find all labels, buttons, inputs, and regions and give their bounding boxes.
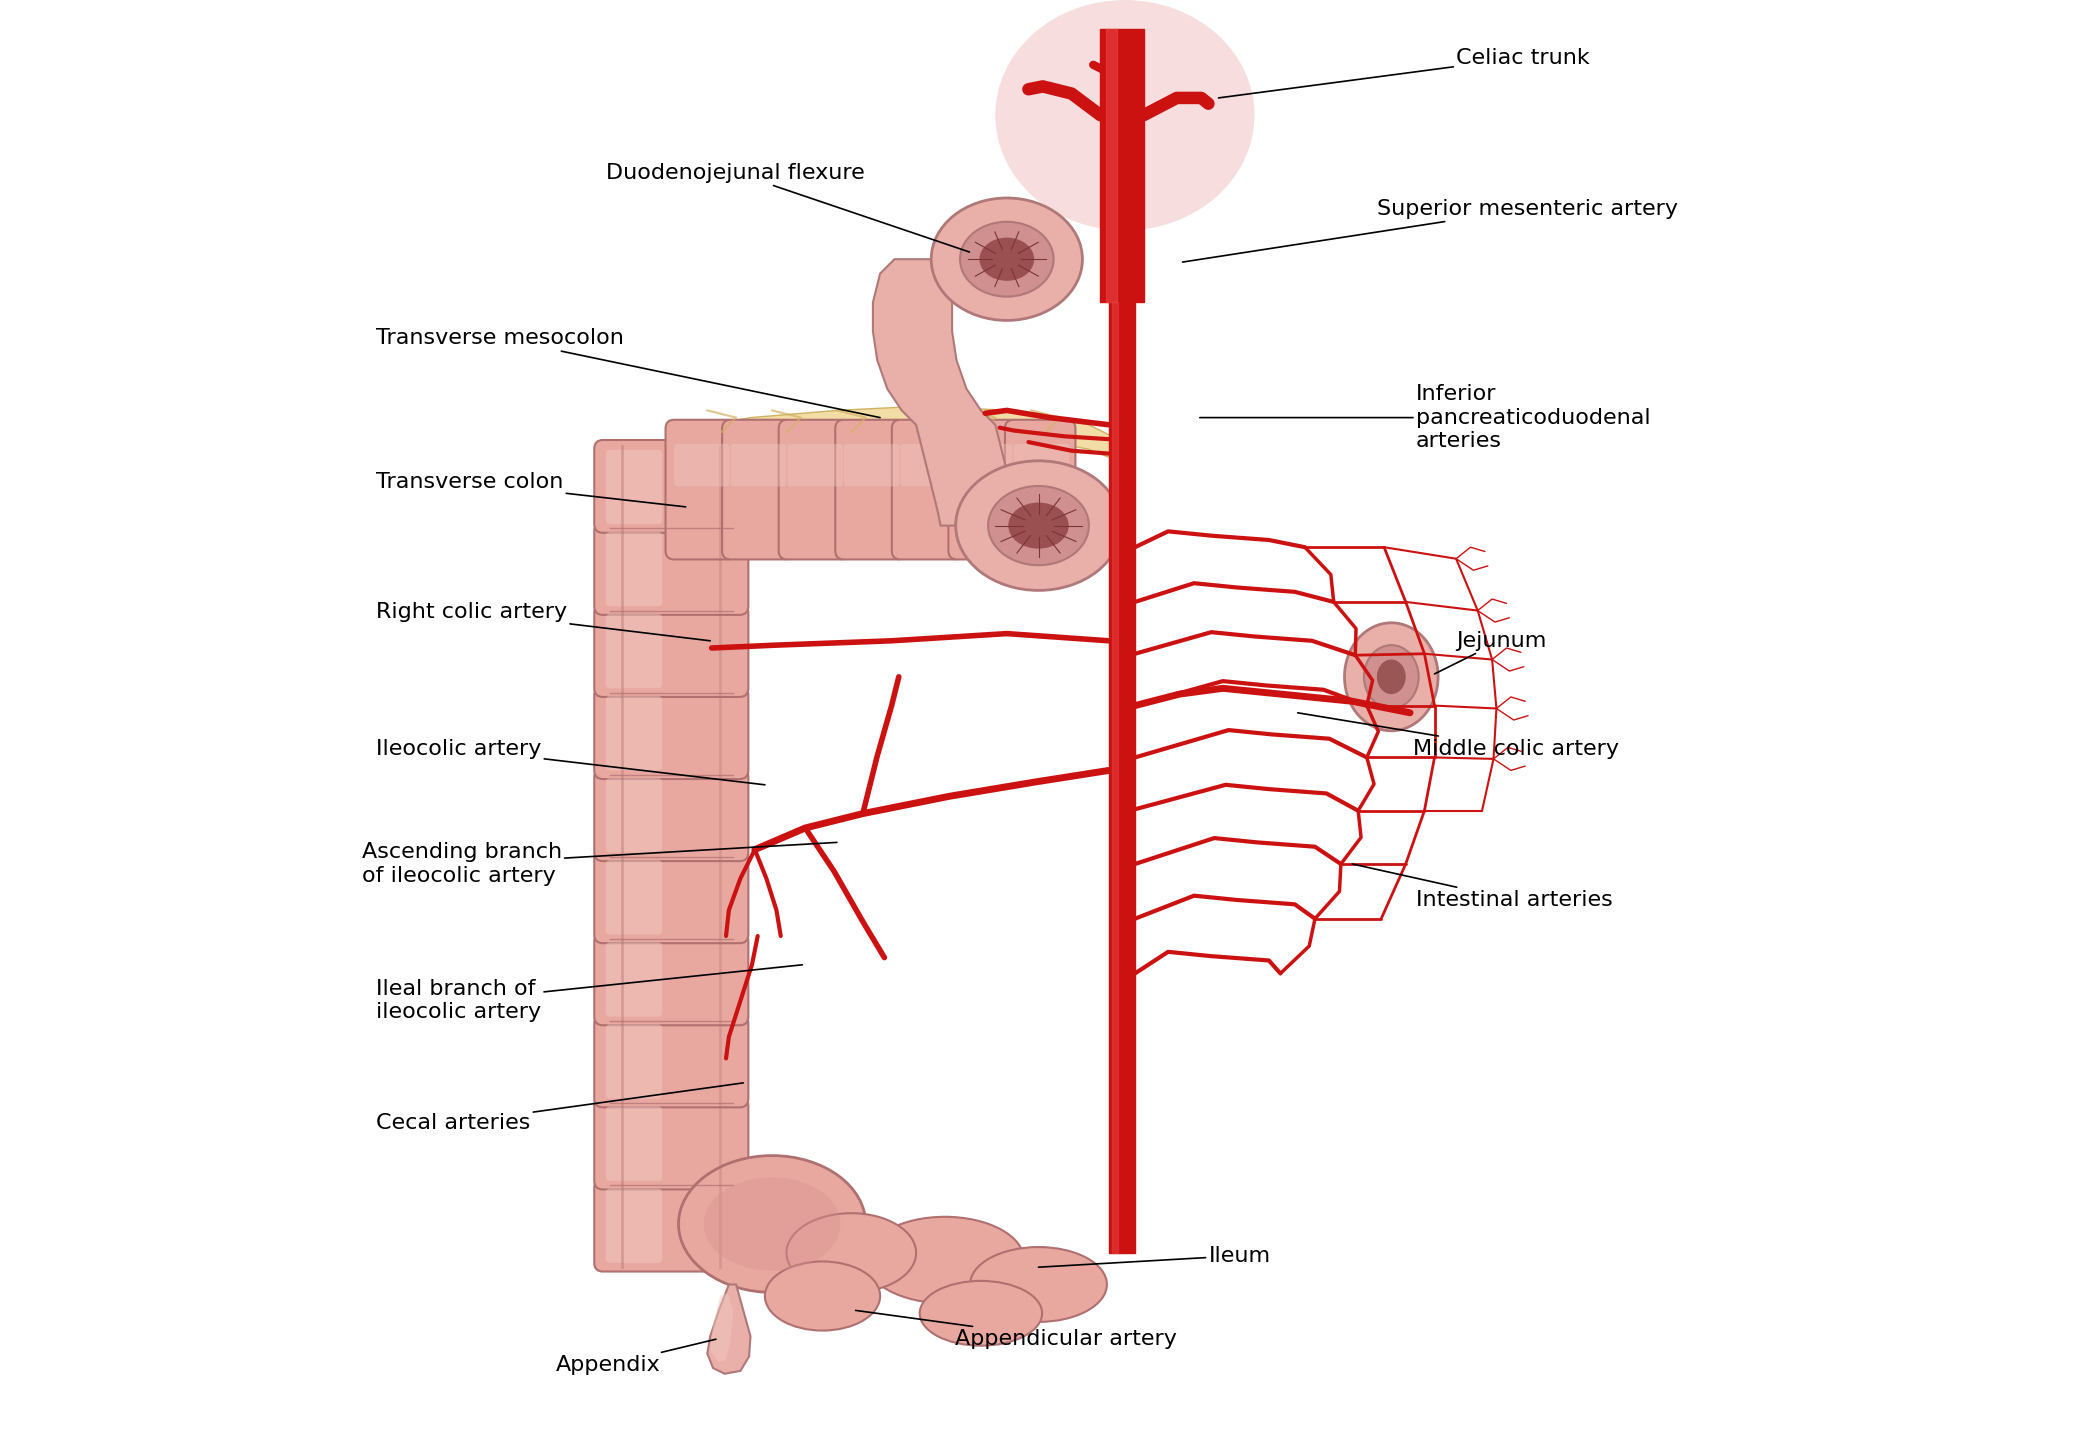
FancyBboxPatch shape <box>594 769 748 861</box>
Bar <box>1109 302 1134 1253</box>
Ellipse shape <box>955 461 1122 590</box>
FancyBboxPatch shape <box>843 444 899 487</box>
Text: Intestinal arteries: Intestinal arteries <box>1352 864 1612 910</box>
Text: Cecal arteries: Cecal arteries <box>376 1083 744 1133</box>
FancyBboxPatch shape <box>606 449 663 524</box>
FancyBboxPatch shape <box>891 420 962 560</box>
FancyBboxPatch shape <box>901 444 955 487</box>
FancyBboxPatch shape <box>594 523 748 615</box>
FancyBboxPatch shape <box>594 933 748 1025</box>
FancyBboxPatch shape <box>606 860 663 935</box>
Bar <box>1111 302 1117 1253</box>
Text: Appendix: Appendix <box>557 1339 717 1375</box>
Text: Ileal branch of
ileocolic artery: Ileal branch of ileocolic artery <box>376 965 802 1022</box>
Text: Appendicular artery: Appendicular artery <box>856 1310 1178 1349</box>
FancyBboxPatch shape <box>606 696 663 770</box>
Ellipse shape <box>1344 622 1437 732</box>
FancyBboxPatch shape <box>665 420 735 560</box>
FancyBboxPatch shape <box>731 444 787 487</box>
FancyBboxPatch shape <box>606 1106 663 1181</box>
FancyBboxPatch shape <box>1005 420 1076 560</box>
Ellipse shape <box>764 1261 881 1331</box>
Text: Middle colic artery: Middle colic artery <box>1298 713 1618 759</box>
Text: Transverse colon: Transverse colon <box>376 472 685 507</box>
FancyBboxPatch shape <box>594 441 748 533</box>
Text: Celiac trunk: Celiac trunk <box>1219 48 1589 98</box>
Bar <box>1101 29 1144 302</box>
FancyBboxPatch shape <box>787 444 843 487</box>
FancyBboxPatch shape <box>835 420 906 560</box>
Ellipse shape <box>970 1247 1107 1322</box>
FancyBboxPatch shape <box>594 1015 748 1107</box>
FancyBboxPatch shape <box>594 687 748 779</box>
FancyBboxPatch shape <box>957 444 1014 487</box>
Polygon shape <box>671 406 1117 461</box>
FancyBboxPatch shape <box>606 778 663 852</box>
Text: Right colic artery: Right colic artery <box>376 602 710 641</box>
Text: Duodenojejunal flexure: Duodenojejunal flexure <box>606 163 970 252</box>
FancyBboxPatch shape <box>606 1024 663 1099</box>
Ellipse shape <box>930 199 1082 321</box>
FancyBboxPatch shape <box>1014 444 1070 487</box>
FancyBboxPatch shape <box>675 444 729 487</box>
Text: Ascending branch
of ileocolic artery: Ascending branch of ileocolic artery <box>361 842 837 886</box>
FancyBboxPatch shape <box>606 1188 663 1263</box>
FancyBboxPatch shape <box>606 531 663 606</box>
FancyBboxPatch shape <box>594 1097 748 1189</box>
FancyBboxPatch shape <box>723 420 793 560</box>
Text: Ileocolic artery: Ileocolic artery <box>376 739 764 785</box>
Bar <box>1107 29 1117 302</box>
FancyBboxPatch shape <box>594 605 748 697</box>
Ellipse shape <box>1365 645 1419 708</box>
Text: Transverse mesocolon: Transverse mesocolon <box>376 328 881 418</box>
FancyBboxPatch shape <box>606 613 663 688</box>
FancyBboxPatch shape <box>594 1179 748 1272</box>
Ellipse shape <box>866 1217 1024 1303</box>
Polygon shape <box>710 1293 733 1362</box>
Text: Superior mesenteric artery: Superior mesenteric artery <box>1182 199 1678 262</box>
Ellipse shape <box>980 238 1034 281</box>
Ellipse shape <box>679 1155 866 1293</box>
Ellipse shape <box>1007 503 1070 549</box>
Polygon shape <box>872 259 1020 526</box>
Ellipse shape <box>704 1178 841 1272</box>
Text: Jejunum: Jejunum <box>1435 631 1547 674</box>
Text: Ileum: Ileum <box>1038 1246 1271 1267</box>
Ellipse shape <box>787 1212 916 1293</box>
FancyBboxPatch shape <box>779 420 849 560</box>
Polygon shape <box>708 1284 750 1374</box>
Text: Inferior
pancreaticoduodenal
arteries: Inferior pancreaticoduodenal arteries <box>1201 384 1651 451</box>
Ellipse shape <box>1377 660 1406 694</box>
FancyBboxPatch shape <box>949 420 1020 560</box>
FancyBboxPatch shape <box>606 942 663 1017</box>
Ellipse shape <box>920 1282 1043 1345</box>
Ellipse shape <box>960 222 1053 297</box>
FancyBboxPatch shape <box>594 851 748 943</box>
Ellipse shape <box>989 487 1088 566</box>
Ellipse shape <box>995 0 1255 230</box>
